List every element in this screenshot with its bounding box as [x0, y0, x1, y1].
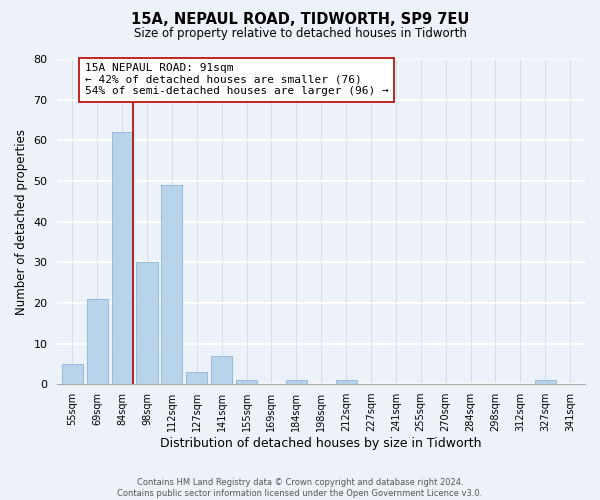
Bar [286, 380, 307, 384]
Bar [535, 380, 556, 384]
Text: Contains HM Land Registry data © Crown copyright and database right 2024.
Contai: Contains HM Land Registry data © Crown c… [118, 478, 482, 498]
Bar [112, 132, 133, 384]
Bar [136, 262, 158, 384]
Bar [211, 356, 232, 384]
Y-axis label: Number of detached properties: Number of detached properties [15, 128, 28, 314]
Text: Size of property relative to detached houses in Tidworth: Size of property relative to detached ho… [134, 28, 466, 40]
Bar [335, 380, 356, 384]
Bar [186, 372, 208, 384]
Bar [161, 185, 182, 384]
Bar [236, 380, 257, 384]
X-axis label: Distribution of detached houses by size in Tidworth: Distribution of detached houses by size … [160, 437, 482, 450]
Bar [62, 364, 83, 384]
Text: 15A NEPAUL ROAD: 91sqm
← 42% of detached houses are smaller (76)
54% of semi-det: 15A NEPAUL ROAD: 91sqm ← 42% of detached… [85, 63, 389, 96]
Bar [86, 299, 108, 384]
Text: 15A, NEPAUL ROAD, TIDWORTH, SP9 7EU: 15A, NEPAUL ROAD, TIDWORTH, SP9 7EU [131, 12, 469, 28]
